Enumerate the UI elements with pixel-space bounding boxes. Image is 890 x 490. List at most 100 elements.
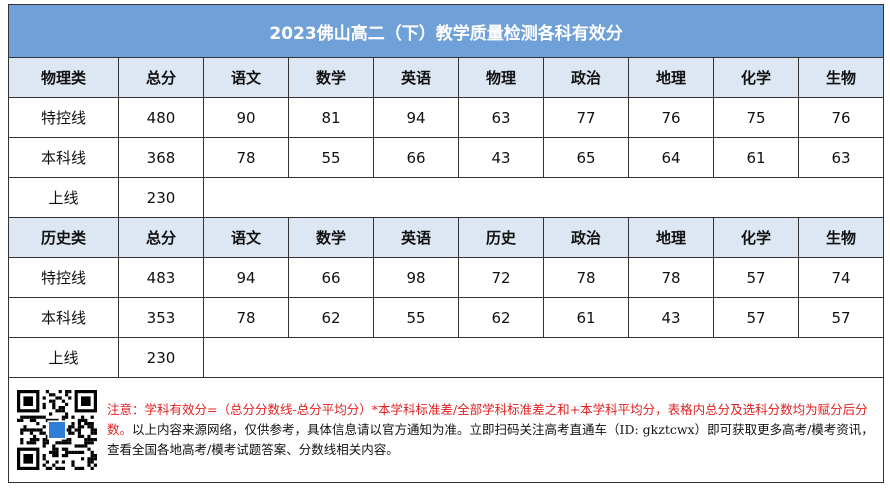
qr-module bbox=[74, 466, 78, 470]
data-row: 特控线 480 90 81 94 63 77 76 75 76 bbox=[8, 97, 885, 138]
qr-module bbox=[84, 438, 88, 442]
qr-module bbox=[58, 441, 62, 445]
qr-module bbox=[33, 438, 37, 442]
qr-module bbox=[87, 457, 91, 461]
qr-module bbox=[17, 418, 21, 422]
qr-module bbox=[87, 438, 91, 442]
qr-module bbox=[26, 441, 30, 445]
qr-module bbox=[77, 434, 81, 438]
qr-module bbox=[77, 425, 81, 429]
qr-module bbox=[71, 460, 75, 464]
qr-module bbox=[49, 450, 53, 454]
cell: 94 bbox=[373, 97, 459, 138]
cell: 本科线 bbox=[8, 137, 119, 178]
qr-module bbox=[49, 412, 53, 416]
qr-module bbox=[87, 441, 91, 445]
qr-module bbox=[45, 460, 49, 464]
cell: 55 bbox=[373, 297, 459, 338]
qr-module bbox=[65, 393, 69, 397]
qr-module bbox=[20, 438, 24, 442]
qr-module bbox=[68, 390, 72, 394]
qr-module bbox=[61, 441, 65, 445]
qr-module bbox=[81, 425, 85, 429]
qr-module bbox=[39, 431, 43, 435]
qr-module bbox=[84, 422, 88, 426]
cell: 64 bbox=[628, 137, 714, 178]
qr-module bbox=[23, 415, 27, 419]
empty-cell bbox=[202, 337, 885, 378]
qr-module bbox=[29, 415, 33, 419]
qr-module bbox=[42, 402, 46, 406]
cell: 62 bbox=[458, 297, 544, 338]
qr-module bbox=[20, 441, 24, 445]
title-row: 2023佛山高二（下）教学质量检测各科有效分 bbox=[7, 4, 885, 58]
cell: 61 bbox=[543, 297, 629, 338]
qr-module bbox=[77, 422, 81, 426]
qr-module bbox=[90, 415, 94, 419]
qr-module bbox=[58, 406, 62, 410]
data-row: 特控线 483 94 66 98 72 78 78 57 74 bbox=[8, 257, 885, 298]
qr-module bbox=[61, 454, 65, 458]
qr-module bbox=[68, 438, 72, 442]
cell: 75 bbox=[713, 97, 799, 138]
qr-module bbox=[65, 390, 69, 394]
cell: 78 bbox=[203, 137, 289, 178]
qr-module bbox=[49, 466, 53, 470]
cell: 353 bbox=[118, 297, 204, 338]
qr-module bbox=[90, 460, 94, 464]
qr-module bbox=[55, 396, 59, 400]
qr-module bbox=[77, 418, 81, 422]
qr-module bbox=[26, 415, 30, 419]
qr-module bbox=[61, 460, 65, 464]
header-cell: 总分 bbox=[118, 217, 204, 258]
qr-module bbox=[20, 428, 24, 432]
header-cell: 生物 bbox=[797, 57, 885, 98]
qr-module bbox=[68, 396, 72, 400]
cell: 57 bbox=[797, 297, 885, 338]
qr-module bbox=[90, 450, 94, 454]
cell: 特控线 bbox=[8, 97, 119, 138]
title: 2023佛山高二（下）教学质量检测各科有效分 bbox=[7, 4, 885, 58]
qr-module bbox=[45, 390, 49, 394]
cell: 76 bbox=[628, 97, 714, 138]
cell: 230 bbox=[118, 177, 204, 218]
qr-module bbox=[81, 434, 85, 438]
cell: 90 bbox=[203, 97, 289, 138]
header-cell: 英语 bbox=[373, 217, 459, 258]
header-cell: 语文 bbox=[203, 57, 289, 98]
qr-module bbox=[39, 428, 43, 432]
qr-module bbox=[61, 418, 65, 422]
qr-module bbox=[55, 409, 59, 413]
header-cell: 物理类 bbox=[8, 57, 119, 98]
qr-module bbox=[68, 431, 72, 435]
data-row: 上线 230 bbox=[8, 337, 885, 378]
header-cell: 语文 bbox=[203, 217, 289, 258]
cell: 本科线 bbox=[8, 297, 119, 338]
qr-module bbox=[81, 415, 85, 419]
qr-module bbox=[81, 450, 85, 454]
qr-module bbox=[81, 466, 85, 470]
qr-module bbox=[36, 438, 40, 442]
qr-module bbox=[23, 396, 33, 406]
qr-module bbox=[52, 463, 56, 467]
qr-module bbox=[42, 444, 46, 448]
qr-module bbox=[77, 466, 81, 470]
qr-module bbox=[45, 466, 49, 470]
cell: 66 bbox=[373, 137, 459, 178]
qr-module bbox=[90, 431, 94, 435]
info-text: 以上内容来源网络，仅供参考，具体信息请以官方通知为准。立即扫码关注高考直通车（I… bbox=[107, 422, 874, 457]
header-cell: 政治 bbox=[543, 217, 629, 258]
qr-module bbox=[77, 444, 81, 448]
qr-module bbox=[84, 418, 88, 422]
qr-module bbox=[93, 454, 97, 458]
qr-module bbox=[61, 447, 65, 451]
data-row: 本科线 353 78 62 55 62 61 43 57 57 bbox=[8, 297, 885, 338]
qr-module bbox=[77, 428, 81, 432]
header-row: 物理类 总分 语文 数学 英语 物理 政治 地理 化学 生物 bbox=[8, 57, 885, 98]
qr-module bbox=[58, 409, 62, 413]
cell: 57 bbox=[713, 297, 799, 338]
header-cell: 物理 bbox=[458, 57, 544, 98]
qr-module bbox=[42, 396, 46, 400]
qr-module bbox=[42, 415, 46, 419]
qr-module bbox=[65, 415, 69, 419]
